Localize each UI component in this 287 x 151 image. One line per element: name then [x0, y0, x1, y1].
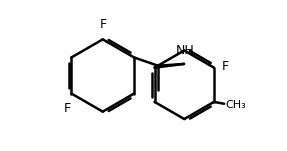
Text: NH: NH: [176, 44, 194, 57]
Text: CH₃: CH₃: [225, 100, 246, 110]
Text: F: F: [63, 102, 70, 115]
Text: F: F: [100, 18, 107, 31]
Text: F: F: [222, 60, 229, 73]
